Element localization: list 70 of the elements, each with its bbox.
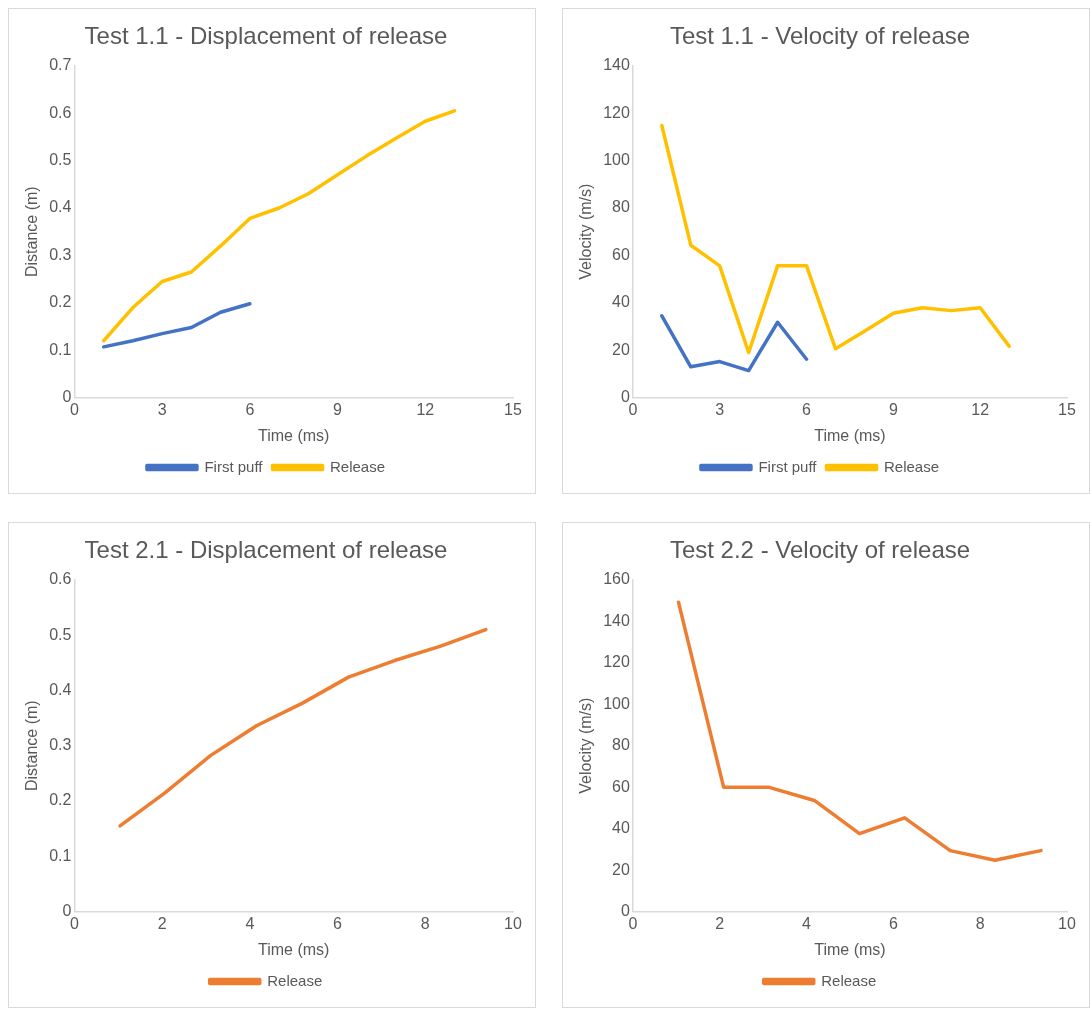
y-tick-label: 0.1 xyxy=(49,340,72,358)
legend-label: Release xyxy=(821,971,877,989)
x-tick-label: 4 xyxy=(245,914,255,932)
x-tick-label: 3 xyxy=(157,400,167,418)
x-tick-label: 10 xyxy=(1058,914,1076,932)
y-tick-label: 40 xyxy=(612,819,630,837)
y-tick-label: 40 xyxy=(612,293,630,311)
x-tick-label: 15 xyxy=(504,400,522,418)
x-tick-label: 3 xyxy=(715,400,725,418)
y-tick-label: 60 xyxy=(612,245,630,263)
y-tick-label: 120 xyxy=(603,103,630,121)
y-tick-label: 0.3 xyxy=(49,245,72,263)
chart-title: Test 2.1 - Displacement of release xyxy=(84,536,448,564)
x-tick-label: 6 xyxy=(802,400,812,418)
y-tick-label: 80 xyxy=(612,198,630,216)
y-tick-label: 0 xyxy=(620,388,630,406)
y-tick-label: 140 xyxy=(603,56,630,74)
x-tick-label: 10 xyxy=(504,914,522,932)
y-axis-title: Distance (m) xyxy=(23,186,41,278)
legend-label: First puff xyxy=(204,457,264,475)
y-tick-label: 0.2 xyxy=(49,293,72,311)
y-tick-label: 20 xyxy=(612,860,630,878)
y-tick-label: 0.5 xyxy=(49,625,72,643)
x-tick-label: 9 xyxy=(333,400,343,418)
y-tick-label: 0.1 xyxy=(49,846,72,864)
x-tick-label: 6 xyxy=(888,914,898,932)
y-tick-label: 140 xyxy=(603,611,630,629)
y-tick-label: 0.5 xyxy=(49,151,72,169)
y-tick-label: 100 xyxy=(603,694,630,712)
y-axis-title: Velocity (m/s) xyxy=(577,183,595,280)
x-tick-label: 2 xyxy=(715,914,725,932)
x-tick-label: 12 xyxy=(416,400,435,418)
legend-label: First puff xyxy=(758,457,818,475)
x-axis-title: Time (ms) xyxy=(258,940,330,958)
y-tick-label: 0.4 xyxy=(49,198,72,216)
x-tick-label: 9 xyxy=(888,400,898,418)
legend-label: Release xyxy=(884,457,940,475)
y-tick-label: 0.6 xyxy=(49,570,72,588)
y-tick-label: 120 xyxy=(603,653,630,671)
y-tick-label: 0 xyxy=(620,902,630,920)
x-tick-label: 15 xyxy=(1058,400,1076,418)
x-axis-title: Time (ms) xyxy=(814,940,886,958)
x-tick-label: 4 xyxy=(802,914,812,932)
y-tick-label: 0.2 xyxy=(49,791,72,809)
y-tick-label: 0 xyxy=(62,388,72,406)
x-tick-label: 12 xyxy=(971,400,990,418)
x-tick-label: 6 xyxy=(333,914,343,932)
y-tick-label: 20 xyxy=(612,340,630,358)
x-tick-label: 6 xyxy=(245,400,255,418)
x-tick-label: 2 xyxy=(157,914,167,932)
legend-label: Release xyxy=(330,457,386,475)
y-tick-label: 80 xyxy=(612,736,630,754)
y-tick-label: 0.7 xyxy=(49,56,72,74)
chart-title: Test 1.1 - Velocity of release xyxy=(669,22,971,50)
chart-title: Test 1.1 - Displacement of release xyxy=(84,22,448,50)
y-axis-title: Velocity (m/s) xyxy=(577,697,595,794)
y-axis-title: Distance (m) xyxy=(23,700,41,792)
y-tick-label: 0.6 xyxy=(49,103,72,121)
x-tick-label: 8 xyxy=(975,914,985,932)
y-tick-label: 100 xyxy=(603,151,630,169)
x-axis-title: Time (ms) xyxy=(814,426,886,444)
x-tick-label: 8 xyxy=(420,914,430,932)
y-tick-label: 0.4 xyxy=(49,680,72,698)
y-tick-label: 160 xyxy=(603,570,630,588)
legend-label: Release xyxy=(267,971,323,989)
y-tick-label: 0 xyxy=(62,902,72,920)
x-axis-title: Time (ms) xyxy=(258,426,330,444)
y-tick-label: 0.3 xyxy=(49,736,72,754)
y-tick-label: 60 xyxy=(612,777,630,795)
chart-title: Test 2.2 - Velocity of release xyxy=(669,536,971,564)
